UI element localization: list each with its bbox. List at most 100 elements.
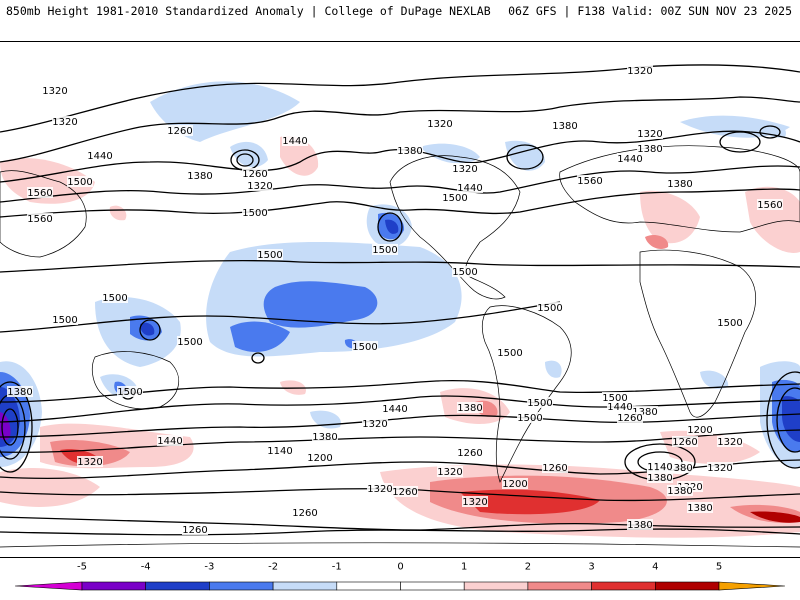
contour-label-bg	[427, 118, 453, 129]
contour-label: 1500	[177, 337, 202, 348]
contour-label-bg	[672, 436, 698, 447]
colorbar-segment	[527, 581, 592, 591]
contour-line	[0, 165, 800, 203]
contour-label-bg	[457, 402, 483, 413]
contour-low	[1, 408, 19, 446]
contour-label-bg	[647, 461, 673, 472]
contour-low	[766, 371, 800, 469]
contour-label: 1500	[517, 413, 542, 424]
contour-label-bg	[372, 244, 398, 255]
contour-label-bg	[242, 168, 268, 179]
colorbar-segment	[209, 581, 274, 591]
colorbar: -5 -4 -3 -2 -1 0 1 2 3 4 5	[14, 561, 786, 591]
contour-low	[139, 319, 161, 341]
contour-label-bg	[667, 178, 693, 189]
contour-label: 1500	[67, 177, 92, 188]
contour-label: 1500	[102, 293, 127, 304]
model-run-info: 06Z GFS | F138 Valid: 00Z SUN NOV 23 202…	[508, 4, 792, 18]
contour-label-bg	[167, 125, 193, 136]
coastline-south-america	[481, 305, 572, 483]
colorbar-tick-label: 0	[397, 561, 403, 572]
contour-label-bg	[382, 403, 408, 414]
contour-label: 1260	[392, 487, 417, 498]
contour-label: 1320	[627, 66, 652, 77]
contour-label: 1500	[352, 342, 377, 353]
colorbar-segment	[463, 581, 529, 591]
contour-label: 1140	[647, 462, 672, 473]
contour-label-bg	[497, 347, 523, 358]
contour-label-bg	[717, 436, 743, 447]
colorbar-segment	[145, 581, 210, 591]
colorbar-segment	[400, 581, 465, 591]
contour-label: 1440	[157, 436, 182, 447]
contour-low	[377, 212, 403, 242]
contour-label-bg	[617, 153, 643, 164]
contour-label-bg	[617, 412, 643, 423]
contour-label-bg	[537, 302, 563, 313]
contour-label: 1260	[182, 525, 207, 536]
contour-label: 1380	[667, 179, 692, 190]
contour-line	[0, 96, 800, 163]
contour-label: 1380	[637, 144, 662, 155]
contour-label-bg	[367, 483, 393, 494]
contour-label-bg	[442, 192, 468, 203]
contour-label: 1440	[457, 183, 482, 194]
shade-tropic-neg2	[230, 321, 290, 352]
shade-sa-neg1	[545, 360, 562, 378]
contour-label: 1320	[462, 497, 487, 508]
contour-label-bg	[452, 266, 478, 277]
contour-label: 1260	[242, 169, 267, 180]
contour-label: 1320	[437, 467, 462, 478]
contour-label: 1140	[267, 446, 292, 457]
contour-label: 1380	[667, 463, 692, 474]
contour-label: 1380	[667, 486, 692, 497]
contour-label: 1500	[717, 318, 742, 329]
contour-label-bg	[282, 135, 308, 146]
contour-label-bg	[247, 180, 273, 191]
contour-label-bg	[392, 486, 418, 497]
contour-label: 1320	[77, 457, 102, 468]
contour-label: 1560	[757, 200, 782, 211]
contour-label-bg	[527, 397, 553, 408]
contour-label-bg	[362, 418, 388, 429]
contour-low	[251, 352, 265, 364]
contour-label-bg	[462, 496, 488, 507]
contour-line	[0, 64, 800, 133]
contour-label: 1560	[27, 188, 52, 199]
shade-north-pos1	[640, 190, 700, 244]
contour-label-bg	[312, 431, 338, 442]
contour-label-bg	[632, 406, 658, 417]
colorbar-tick-label: -1	[332, 561, 342, 572]
contour-label: 1500	[117, 387, 142, 398]
contour-low	[506, 144, 544, 170]
coastline-asia-west	[0, 170, 87, 258]
contour-line	[0, 395, 800, 423]
contour-label: 1440	[617, 154, 642, 165]
contour-label-bg	[117, 386, 143, 397]
contour-low	[719, 131, 761, 153]
contour-label: 1260	[167, 126, 192, 137]
shade-ep-neg3	[385, 219, 399, 234]
contour-label: 1320	[427, 119, 452, 130]
colorbar-tick-label: -4	[141, 561, 151, 572]
contour-label-bg	[687, 424, 713, 435]
contour-label-bg	[457, 447, 483, 458]
contour-label-bg	[52, 116, 78, 127]
contour-label-bg	[177, 336, 203, 347]
contour-label-bg	[707, 462, 733, 473]
shade-af-neg1	[700, 370, 729, 389]
colorbar-segment	[591, 581, 656, 591]
contour-label: 1500	[52, 315, 77, 326]
contour-label-bg	[437, 466, 463, 477]
colorbar-tick-label: -5	[77, 561, 87, 572]
contour-label: 1320	[452, 164, 477, 175]
contour-line	[0, 188, 800, 218]
contour-label-bg	[67, 176, 93, 187]
contour-label: 1380	[187, 171, 212, 182]
colorbar-segments	[14, 581, 786, 591]
contour-label-bg	[517, 412, 543, 423]
contour-label: 1380	[632, 407, 657, 418]
contour-low	[759, 125, 781, 139]
contour-line	[0, 301, 561, 333]
